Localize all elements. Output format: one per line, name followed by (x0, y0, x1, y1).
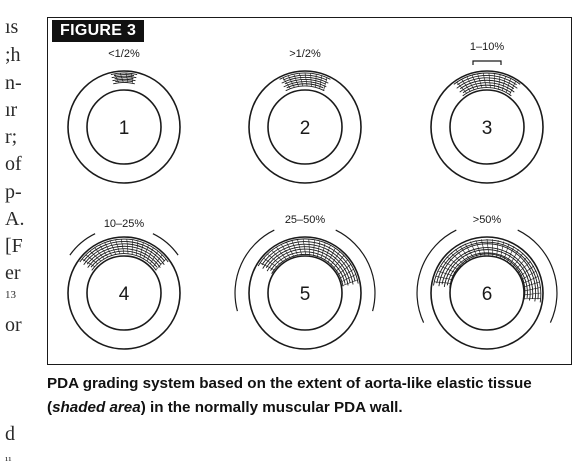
text-fragment: of (5, 153, 22, 175)
vessel-outer-wall (67, 70, 181, 184)
text-fragment: A. (5, 208, 25, 230)
text-fragment: n- (5, 72, 22, 94)
vessel-lumen (86, 89, 162, 165)
extent-bracket (335, 229, 376, 312)
text-fragment: 13 (5, 289, 16, 301)
panel-number: 3 (482, 118, 493, 139)
panel-5: 25–50% 5 (234, 214, 376, 350)
figure-frame (47, 17, 572, 365)
vessel-lumen (449, 89, 525, 165)
panel-number: 4 (119, 284, 130, 305)
text-fragment: r; (5, 126, 18, 148)
extent-range-label: 25–50% (285, 214, 326, 226)
panel-number: 5 (300, 284, 311, 305)
figure-label: FIGURE 3 (52, 20, 144, 42)
extent-range-label: >50% (473, 214, 502, 226)
caption-text-start: PDA grading system based on the extent o… (47, 375, 532, 416)
elastic-tissue-shading (279, 72, 331, 92)
extent-range-label: 10–25% (104, 218, 145, 230)
vessel-lumen (86, 255, 162, 331)
vessel-outer-wall (430, 70, 544, 184)
panel-number: 6 (482, 284, 493, 305)
panel-2: >1/2% 2 (248, 48, 362, 184)
text-fragment: er (5, 262, 21, 284)
vessel-lumen (267, 255, 343, 331)
panel-number: 2 (300, 118, 311, 139)
elastic-tissue-shading (433, 238, 542, 303)
elastic-tissue-shading (257, 238, 359, 287)
vessel-outer-wall (67, 236, 181, 350)
extent-range-label: 1–10% (470, 41, 504, 53)
text-fragment: ¹¹ (5, 455, 12, 465)
elastic-tissue-shading (110, 72, 138, 85)
text-fragment: ıs (5, 16, 19, 38)
extent-bracket (152, 233, 179, 256)
adjacent-column-text: ıs ;h n- ır r; of p- A. [F er 13 or d ¹¹ (0, 0, 40, 465)
text-fragment: d (5, 423, 15, 445)
text-fragment: ır (5, 99, 18, 121)
vessel-outer-wall (430, 236, 544, 350)
caption-text-end: ) in the normally muscular PDA wall. (140, 399, 403, 416)
panel-1: <1/2% 1 (67, 48, 181, 184)
figure-caption: PDA grading system based on the extent o… (47, 372, 575, 420)
text-fragment: ;h (5, 44, 21, 66)
panel-6: >50% 6 (416, 214, 558, 350)
text-fragment: or (5, 314, 22, 336)
extent-bracket (416, 229, 457, 323)
elastic-tissue-shading (453, 72, 521, 97)
extent-bracket (234, 229, 275, 312)
caption-emphasis: shaded area (52, 399, 141, 416)
panel-number: 1 (119, 118, 130, 139)
vessel-outer-wall (248, 70, 362, 184)
text-fragment: p- (5, 181, 22, 203)
extent-bracket (69, 233, 96, 256)
vessel-lumen (267, 89, 343, 165)
vessel-lumen (449, 255, 525, 331)
vessel-outer-wall (248, 236, 362, 350)
text-fragment: [F (5, 235, 23, 257)
extent-range-label: <1/2% (108, 48, 140, 60)
panel-4: 10–25% 4 (67, 218, 181, 350)
extent-range-label: >1/2% (289, 48, 321, 60)
panel-3: 1–10% 3 (430, 41, 544, 184)
extent-bracket (517, 229, 558, 323)
elastic-tissue-shading (79, 238, 169, 271)
extent-bracket (472, 60, 502, 65)
